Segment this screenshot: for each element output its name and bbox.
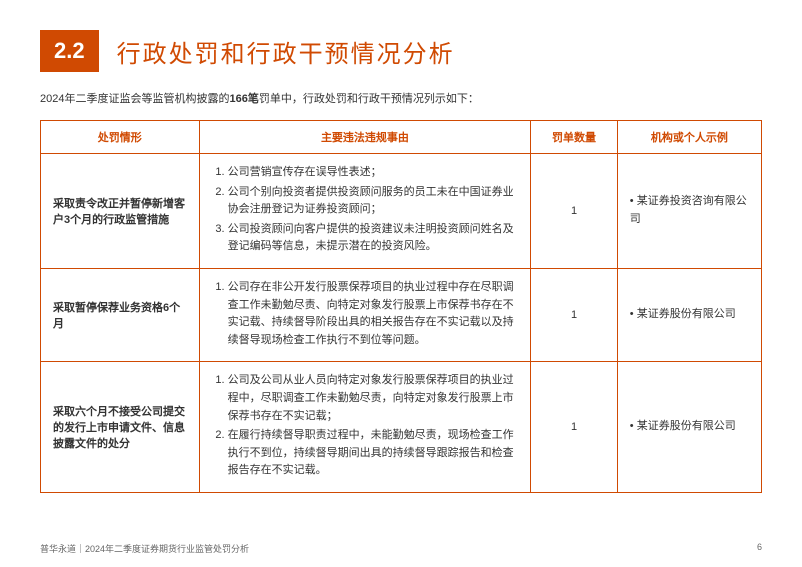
cell-examples: 某证券股份有限公司 [617, 268, 761, 361]
table-row: 采取六个月不接受公司提交的发行上市申请文件、信息披露文件的处分 公司及公司从业人… [41, 362, 762, 493]
cell-reasons: 公司存在非公开发行股票保荐项目的执业过程中存在尽职调查工作未勤勉尽责、向特定对象… [199, 268, 531, 361]
header-count: 罚单数量 [531, 121, 618, 154]
cell-situation: 采取六个月不接受公司提交的发行上市申请文件、信息披露文件的处分 [41, 362, 200, 493]
reason-item: 公司存在非公开发行股票保荐项目的执业过程中存在尽职调查工作未勤勉尽责、向特定对象… [228, 279, 519, 349]
table-row: 采取暂停保荐业务资格6个月 公司存在非公开发行股票保荐项目的执业过程中存在尽职调… [41, 268, 762, 361]
intro-prefix: 2024年二季度证监会等监管机构披露的 [40, 93, 229, 105]
section-title: 行政处罚和行政干预情况分析 [117, 34, 455, 69]
reason-item: 公司个别向投资者提供投资顾问服务的员工未在中国证券业协会注册登记为证券投资顾问； [228, 184, 519, 219]
example-item: 某证券投资咨询有限公司 [630, 193, 749, 228]
cell-count: 1 [531, 268, 618, 361]
table-header-row: 处罚情形 主要违法违规事由 罚单数量 机构或个人示例 [41, 121, 762, 154]
intro-count: 166笔 [229, 93, 258, 105]
intro-suffix: 罚单中，行政处罚和行政干预情况列示如下： [259, 93, 479, 105]
footer-left: 普华永道｜2024年二季度证券期货行业监管处罚分析 [40, 542, 249, 555]
cell-situation: 采取责令改正并暂停新增客户3个月的行政监管措施 [41, 154, 200, 269]
penalty-table: 处罚情形 主要违法违规事由 罚单数量 机构或个人示例 采取责令改正并暂停新增客户… [40, 120, 762, 493]
reason-item: 在履行持续督导职责过程中，未能勤勉尽责，现场检查工作执行不到位，持续督导期间出具… [228, 427, 519, 480]
page-footer: 普华永道｜2024年二季度证券期货行业监管处罚分析 6 [40, 542, 762, 555]
example-item: 某证券股份有限公司 [630, 418, 749, 436]
table-row: 采取责令改正并暂停新增客户3个月的行政监管措施 公司营销宣传存在误导性表述； 公… [41, 154, 762, 269]
cell-examples: 某证券投资咨询有限公司 [617, 154, 761, 269]
section-number-badge: 2.2 [40, 30, 99, 72]
cell-reasons: 公司营销宣传存在误导性表述； 公司个别向投资者提供投资顾问服务的员工未在中国证券… [199, 154, 531, 269]
reason-item: 公司营销宣传存在误导性表述； [228, 164, 519, 182]
cell-examples: 某证券股份有限公司 [617, 362, 761, 493]
header-examples: 机构或个人示例 [617, 121, 761, 154]
cell-count: 1 [531, 154, 618, 269]
cell-reasons: 公司及公司从业人员向特定对象发行股票保荐项目的执业过程中，尽职调查工作未勤勉尽责… [199, 362, 531, 493]
cell-situation: 采取暂停保荐业务资格6个月 [41, 268, 200, 361]
footer-page-number: 6 [757, 542, 762, 555]
cell-count: 1 [531, 362, 618, 493]
reason-item: 公司及公司从业人员向特定对象发行股票保荐项目的执业过程中，尽职调查工作未勤勉尽责… [228, 372, 519, 425]
example-item: 某证券股份有限公司 [630, 306, 749, 324]
header-situation: 处罚情形 [41, 121, 200, 154]
intro-text: 2024年二季度证监会等监管机构披露的166笔罚单中，行政处罚和行政干预情况列示… [40, 90, 762, 106]
reason-item: 公司投资顾问向客户提供的投资建议未注明投资顾问姓名及登记编码等信息，未提示潜在的… [228, 221, 519, 256]
page-header: 2.2 行政处罚和行政干预情况分析 [40, 30, 762, 72]
header-reasons: 主要违法违规事由 [199, 121, 531, 154]
